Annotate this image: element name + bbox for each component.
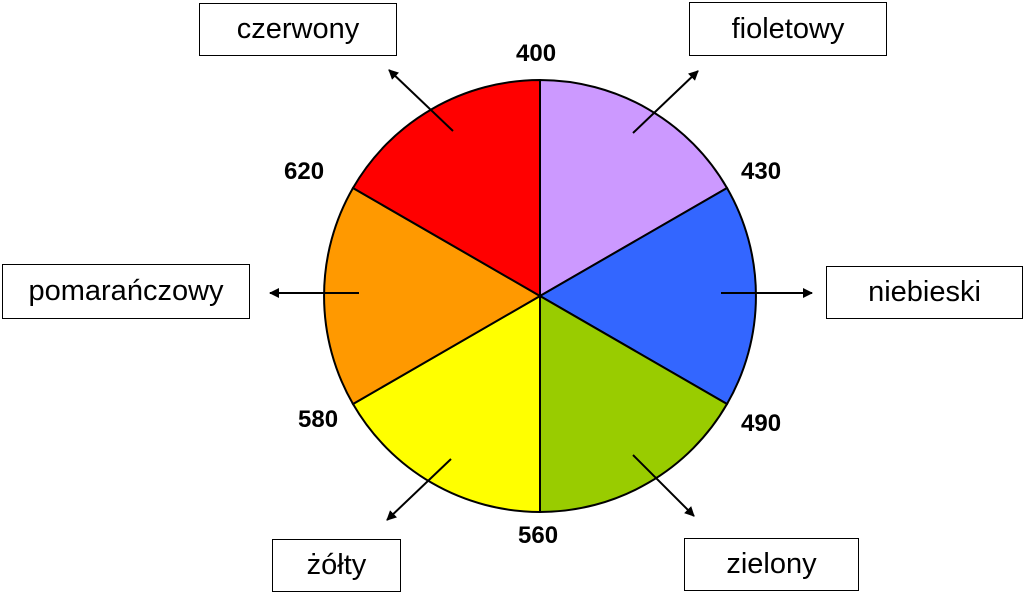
wavelength-620: 620 — [284, 158, 325, 185]
label-zolty: żółty — [272, 539, 401, 592]
label-czerwony: czerwony — [199, 3, 397, 56]
segment-zielony — [539, 294, 729, 514]
segment-pomaranczowy — [323, 186, 542, 406]
wavelength-580: 580 — [298, 406, 339, 433]
wavelength-490: 490 — [741, 410, 782, 437]
arrow-zolty — [386, 458, 452, 521]
segment-zolty — [351, 294, 541, 514]
segment-niebieski — [538, 186, 757, 406]
wavelength-430: 430 — [741, 158, 782, 185]
label-fioletowy: fioletowy — [689, 2, 887, 56]
label-pomaranczowy: pomarańczowy — [2, 264, 250, 319]
arrow-czerwony — [388, 69, 454, 132]
wavelength-400: 400 — [516, 40, 557, 67]
wavelength-560: 560 — [518, 522, 559, 549]
arrow-fioletowy — [632, 70, 699, 134]
label-niebieski: niebieski — [826, 266, 1023, 319]
segment-fioletowy — [539, 78, 729, 298]
label-zielony: zielony — [684, 538, 859, 591]
segment-czerwony — [351, 78, 541, 298]
arrow-zielony — [632, 454, 695, 517]
